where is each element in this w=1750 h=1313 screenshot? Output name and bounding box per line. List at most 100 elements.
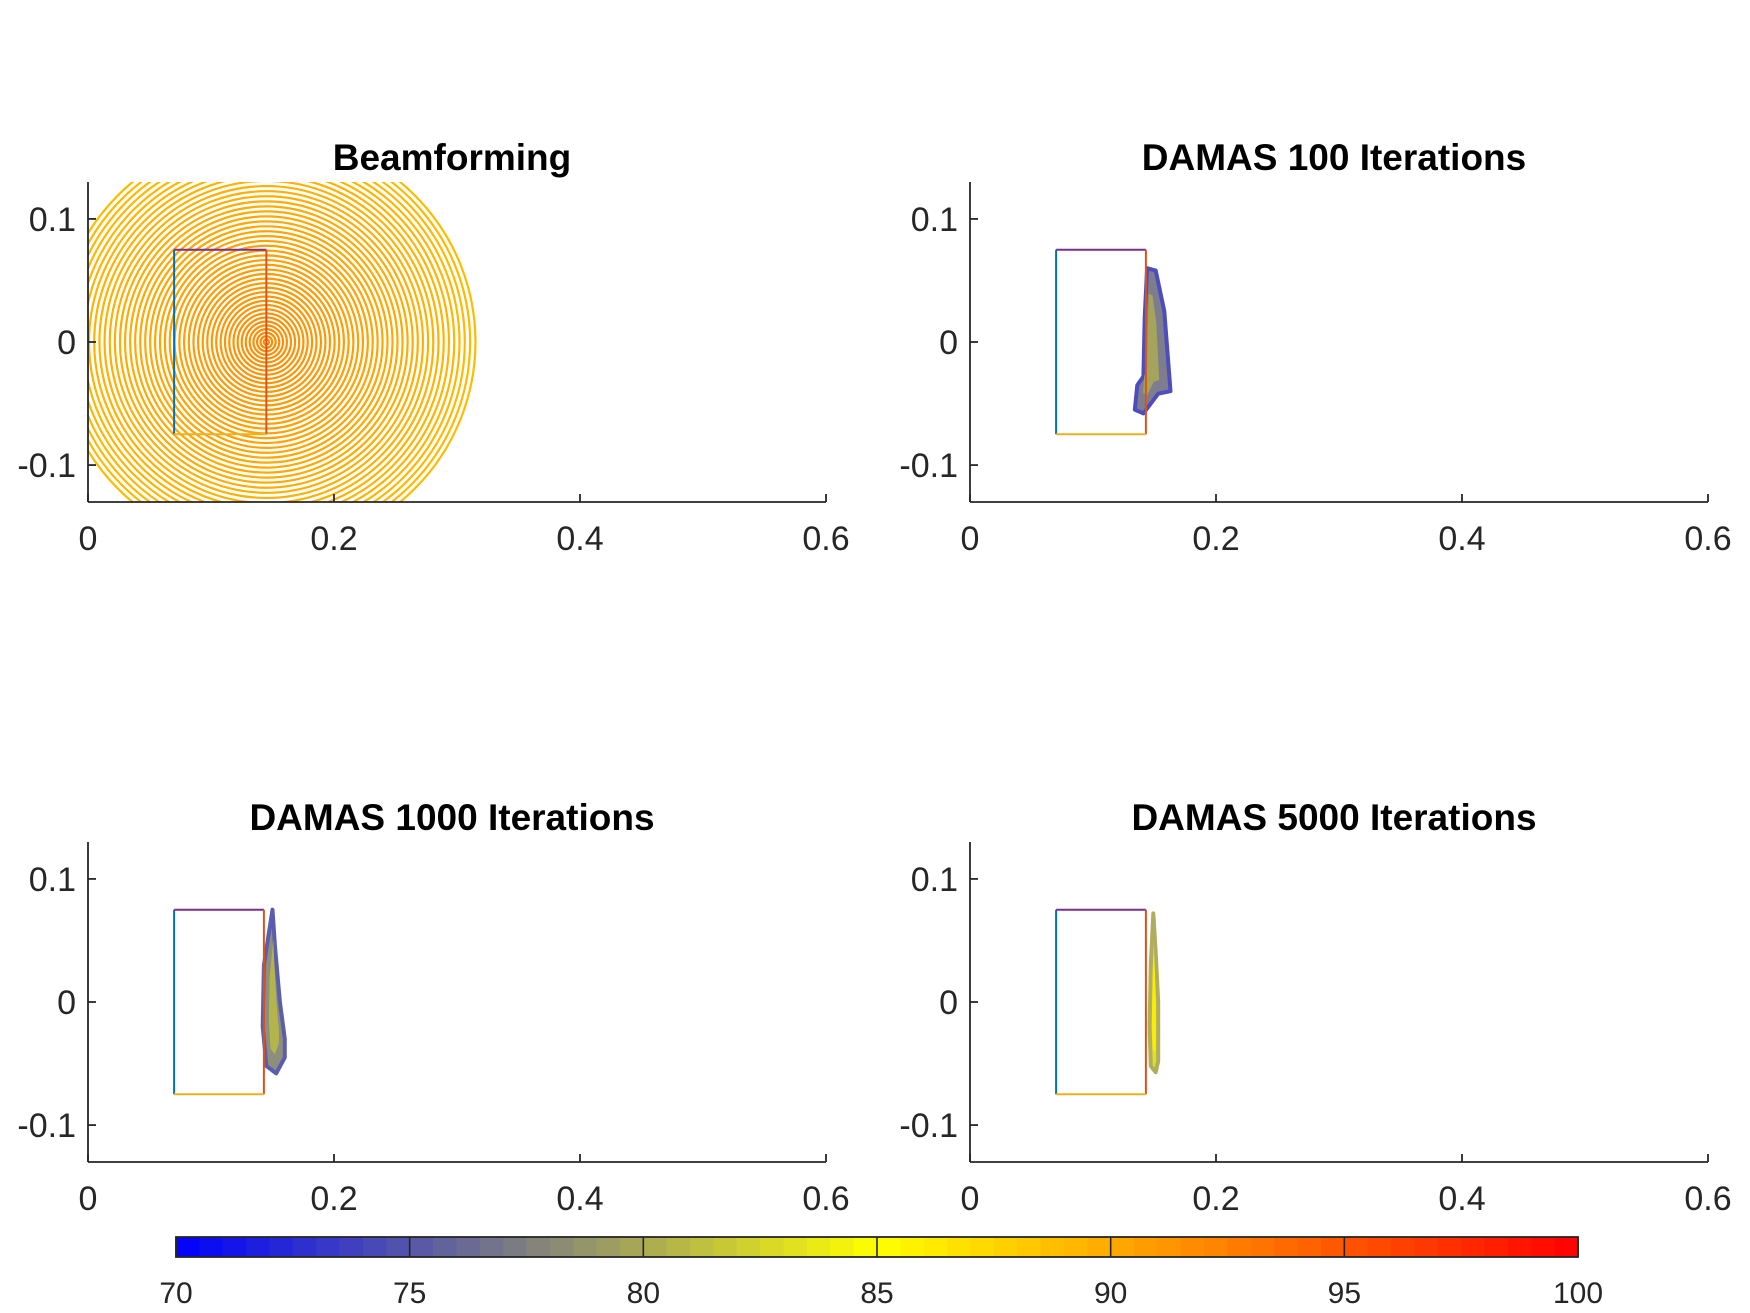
colorbar-segment: [1250, 1237, 1275, 1257]
colorbar-segment: [1344, 1237, 1369, 1257]
y-tick-label: -0.1: [899, 447, 958, 485]
colorbar-segment: [549, 1237, 574, 1257]
contour-line: [88, 182, 461, 502]
contour-line: [103, 182, 430, 502]
contour-line: [139, 215, 394, 469]
x-tick-label: 0: [961, 1180, 980, 1218]
x-tick-label: 0.2: [310, 520, 357, 558]
plot-area: [1055, 908, 1161, 1096]
x-tick-label: 0.4: [1438, 520, 1485, 558]
contour-line: [113, 190, 419, 494]
colorbar-segment: [456, 1237, 481, 1257]
colorbar-segment: [1507, 1237, 1532, 1257]
colorbar-tick-label: 100: [1553, 1277, 1603, 1310]
contour-line: [153, 230, 379, 454]
colorbar-segment: [1461, 1237, 1486, 1257]
contour-line: [134, 210, 399, 474]
y-tick-label: 0: [939, 324, 958, 362]
contour-line: [168, 244, 365, 440]
colorbar-tick-label: 90: [1094, 1277, 1127, 1310]
colorbar-segment: [433, 1237, 457, 1257]
colorbar-segment: [479, 1237, 504, 1257]
colorbar-segment: [643, 1237, 668, 1257]
colorbar-segment: [503, 1237, 528, 1257]
colorbar-segment: [900, 1237, 925, 1257]
colorbar-segment: [1087, 1237, 1112, 1257]
colorbar-segment: [1531, 1237, 1556, 1257]
source-contour-core: [268, 939, 279, 1055]
colorbar-segment: [1040, 1237, 1065, 1257]
colorbar-segment: [1484, 1237, 1509, 1257]
colorbar-segment: [362, 1237, 387, 1257]
colorbar-tick-label: 75: [393, 1277, 426, 1310]
colorbar-segment: [783, 1237, 808, 1257]
contour-line: [88, 182, 477, 502]
colorbar-segment: [339, 1237, 364, 1257]
colorbar-segment: [877, 1237, 901, 1257]
subplot-title: DAMAS 1000 Iterations: [249, 797, 654, 838]
colorbar-segment: [1391, 1237, 1416, 1257]
colorbar-segment: [1274, 1237, 1299, 1257]
colorbar-segment: [1320, 1237, 1345, 1257]
x-tick-label: 0.4: [1438, 1180, 1485, 1218]
contour-line: [88, 182, 466, 502]
contour-line: [149, 225, 384, 459]
colorbar-tick-label: 80: [627, 1277, 660, 1310]
plot-area: [1055, 248, 1173, 436]
colorbar-segment: [970, 1237, 995, 1257]
subplot-title: DAMAS 5000 Iterations: [1131, 797, 1536, 838]
contour-line: [88, 182, 451, 502]
colorbar-segment: [947, 1237, 972, 1257]
x-tick-label: 0.4: [556, 1180, 603, 1218]
x-tick-label: 0.6: [802, 520, 849, 558]
x-tick-label: 0: [79, 1180, 98, 1218]
colorbar-segment: [690, 1237, 715, 1257]
colorbar-segment: [409, 1237, 434, 1257]
y-tick-label: 0: [939, 984, 958, 1022]
colorbar-segment: [1204, 1237, 1229, 1257]
colorbar-segment: [619, 1237, 644, 1257]
x-tick-label: 0.2: [1192, 1180, 1239, 1218]
contour-line: [108, 184, 425, 500]
y-tick-label: -0.1: [899, 1107, 958, 1145]
colorbar-segment: [1554, 1237, 1579, 1257]
colorbar-segment: [736, 1237, 761, 1257]
x-tick-label: 0.4: [556, 520, 603, 558]
contour-line: [88, 182, 456, 502]
colorbar-segment: [246, 1237, 271, 1257]
contour-line: [129, 205, 404, 479]
colorbar-segment: [526, 1237, 551, 1257]
colorbar: 70 75 80 85 90 95 100: [159, 1236, 1603, 1310]
colorbar-segment: [760, 1237, 785, 1257]
subplot-title: Beamforming: [333, 137, 571, 178]
colorbar-segment: [713, 1237, 738, 1257]
y-tick-label: 0.1: [911, 201, 958, 239]
y-tick-label: 0.1: [29, 861, 76, 899]
y-tick-label: 0: [57, 324, 76, 362]
colorbar-segment: [666, 1237, 691, 1257]
colorbar-segment: [269, 1237, 294, 1257]
subplot-title: DAMAS 100 Iterations: [1142, 137, 1527, 178]
colorbar-segment: [1367, 1237, 1392, 1257]
source-contour-core: [1143, 293, 1160, 396]
colorbar-segment: [1110, 1237, 1135, 1257]
colorbar-segment: [1297, 1237, 1322, 1257]
colorbar-tick-label: 70: [159, 1277, 192, 1310]
x-tick-label: 0: [79, 520, 98, 558]
colorbar-segment: [573, 1237, 598, 1257]
y-tick-label: -0.1: [17, 447, 76, 485]
colorbar-segment: [1157, 1237, 1182, 1257]
colorbar-tick-label: 85: [860, 1277, 893, 1310]
contour-line: [118, 195, 414, 489]
x-tick-label: 0.6: [1684, 1180, 1731, 1218]
x-tick-label: 0.2: [1192, 520, 1239, 558]
colorbar-segment: [1227, 1237, 1252, 1257]
colorbar-segment: [316, 1237, 341, 1257]
plot-area: [173, 907, 287, 1096]
x-tick-label: 0.6: [802, 1180, 849, 1218]
contour-line: [144, 220, 389, 464]
